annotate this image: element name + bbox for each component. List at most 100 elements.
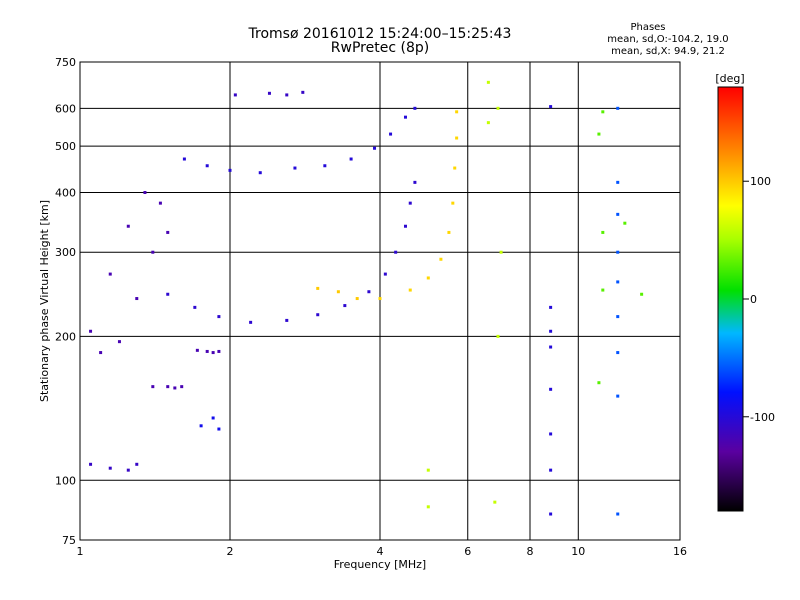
data-point <box>616 280 620 284</box>
data-point <box>205 164 209 168</box>
data-point <box>158 201 162 205</box>
data-point <box>597 381 601 385</box>
data-point <box>455 110 459 114</box>
y-tick-label: 75 <box>62 534 76 547</box>
data-point <box>486 121 490 125</box>
data-point <box>135 297 139 301</box>
data-point <box>285 93 289 97</box>
data-point <box>616 351 620 355</box>
x-tick-labels: 1 2 4 6 8 10 16 <box>77 545 688 558</box>
data-point <box>616 180 620 184</box>
data-point <box>549 345 553 349</box>
grid <box>80 62 680 540</box>
data-point <box>549 105 553 109</box>
data-point <box>143 190 147 194</box>
data-point <box>267 91 271 95</box>
x-axis-label: Frequency [MHz] <box>334 558 426 571</box>
data-point <box>616 212 620 216</box>
data-point <box>408 201 412 205</box>
y-tick-label: 300 <box>55 246 76 259</box>
data-point <box>349 157 353 161</box>
colorbar <box>717 86 744 512</box>
data-point <box>455 136 459 140</box>
colorbar-tick-label: 0 <box>750 293 757 306</box>
chart-subtitle: RwPretec (8p) <box>331 40 429 56</box>
data-point <box>616 250 620 254</box>
data-point <box>126 468 130 472</box>
data-point <box>640 292 644 296</box>
data-point <box>336 290 340 294</box>
data-point <box>151 250 155 254</box>
data-point <box>316 286 320 290</box>
data-point <box>601 230 605 234</box>
data-point <box>89 329 93 333</box>
colorbar-ticks: 100 0 -100 <box>743 175 775 424</box>
data-point <box>549 305 553 309</box>
data-point <box>378 297 382 301</box>
data-point <box>228 168 232 172</box>
data-point <box>211 416 215 420</box>
y-tick-label: 200 <box>55 330 76 343</box>
data-point <box>549 432 553 436</box>
data-point <box>403 115 407 119</box>
data-point <box>135 462 139 466</box>
data-point <box>601 110 605 114</box>
data-point <box>447 230 451 234</box>
data-point <box>108 466 112 470</box>
data-point <box>126 224 130 228</box>
x-tick-label: 4 <box>377 545 384 558</box>
data-point <box>108 272 112 276</box>
data-point <box>389 132 393 136</box>
colorbar-tick-label: 100 <box>750 175 771 188</box>
data-point <box>301 90 305 94</box>
data-point <box>249 320 253 324</box>
data-point <box>383 272 387 276</box>
data-point <box>453 166 457 170</box>
y-tick-label: 400 <box>55 186 76 199</box>
data-point <box>195 348 199 352</box>
data-point <box>193 305 197 309</box>
data-point <box>549 512 553 516</box>
data-point <box>616 394 620 398</box>
data-point <box>343 304 347 308</box>
data-point <box>166 292 170 296</box>
data-point <box>496 106 500 110</box>
data-point <box>439 257 443 261</box>
y-axis-label: Stationary phase Virtual Height [km] <box>38 200 51 402</box>
data-points <box>89 80 644 516</box>
x-tick-label: 6 <box>464 545 471 558</box>
chart-title: Tromsø 20161012 15:24:00–15:25:43 <box>248 26 512 42</box>
data-point <box>413 180 417 184</box>
data-point <box>623 221 627 225</box>
data-point <box>597 132 601 136</box>
data-point <box>316 313 320 317</box>
data-point <box>217 315 221 319</box>
data-point <box>205 349 209 353</box>
y-tick-label: 500 <box>55 140 76 153</box>
data-point <box>373 146 377 150</box>
data-point <box>99 351 103 355</box>
data-point <box>285 318 289 322</box>
data-point <box>182 157 186 161</box>
data-point <box>616 315 620 319</box>
data-point <box>166 385 170 389</box>
colorbar-label: [deg] <box>715 72 744 85</box>
data-point <box>426 505 430 509</box>
stats-line-x: mean, sd,X: 94.9, 21.2 <box>611 46 725 57</box>
x-tick-label: 2 <box>227 545 234 558</box>
data-point <box>549 468 553 472</box>
data-point <box>451 201 455 205</box>
colorbar-tick-label: -100 <box>750 411 775 424</box>
data-point <box>211 351 215 355</box>
data-point <box>549 329 553 333</box>
y-tick-label: 600 <box>55 102 76 115</box>
data-point <box>616 106 620 110</box>
data-point <box>403 224 407 228</box>
data-point <box>499 250 503 254</box>
data-point <box>616 512 620 516</box>
data-point <box>173 386 177 390</box>
y-tick-labels: 75 100 200 300 400 500 600 750 <box>55 56 76 547</box>
data-point <box>486 80 490 84</box>
data-point <box>166 230 170 234</box>
